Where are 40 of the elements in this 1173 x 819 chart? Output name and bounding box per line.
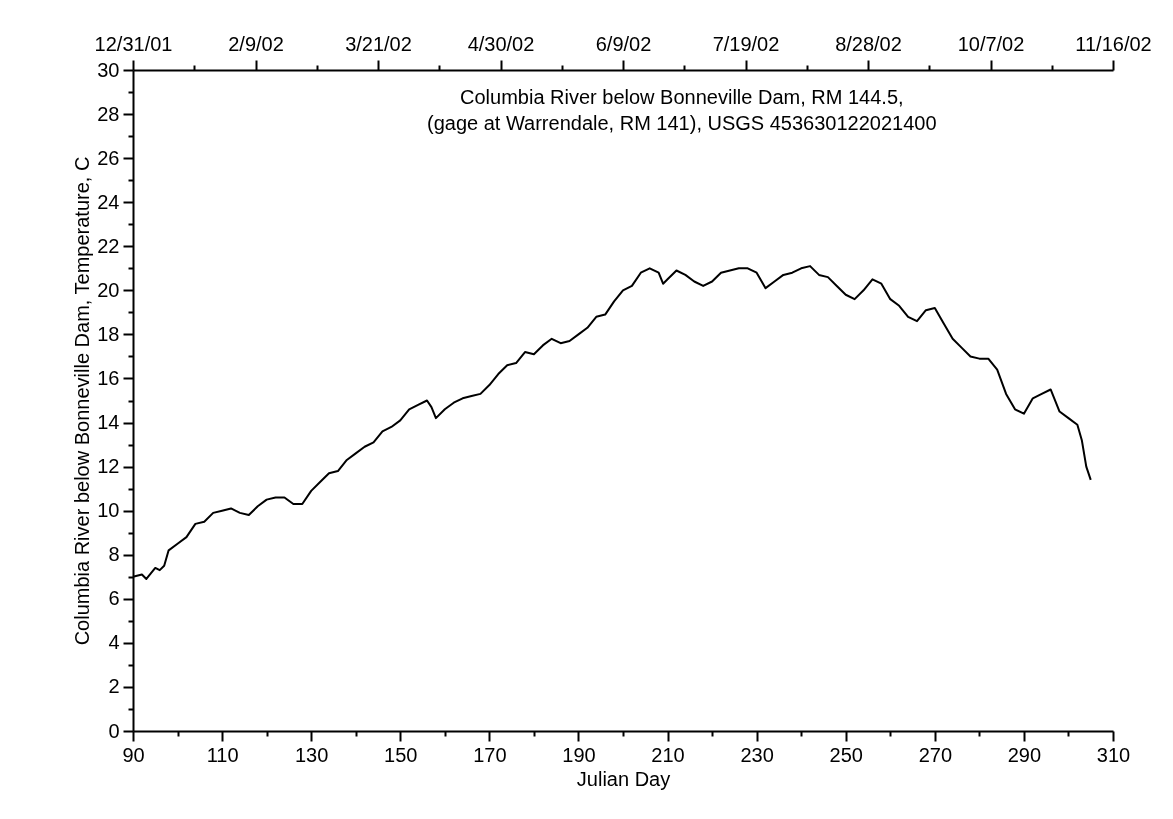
x2-tick-label: 10/7/02: [957, 32, 1025, 55]
x-tick-label: 310: [1096, 743, 1131, 766]
y-tick-label: 0: [108, 719, 120, 742]
y-tick-label: 18: [97, 322, 120, 345]
x-tick-label: 110: [206, 743, 239, 766]
y-axis-title: Columbia River below Bonneville Dam, Temperature, C: [71, 156, 94, 646]
y-tick-label: 16: [97, 366, 120, 389]
x2-tick-label: 3/21/02: [345, 32, 412, 55]
x-tick-label: 230: [740, 743, 774, 766]
y-tick-label: 4: [108, 631, 120, 654]
y-tick-label: 2: [108, 675, 120, 698]
x-tick-label: 130: [294, 743, 329, 766]
x-tick-label: 190: [562, 743, 596, 766]
y-tick-label: 24: [97, 190, 120, 213]
x-tick-label: 90: [122, 743, 145, 766]
y-tick-label: 28: [97, 102, 120, 125]
annotation: Columbia River below Bonneville Dam, RM 144.5, (gage at Warrendale, RM 141), USGS 453630122021400: [427, 86, 937, 134]
x-tick-label: 270: [918, 743, 953, 766]
y-tick-label: 22: [97, 234, 120, 257]
x2-tick-label: 12/31/01: [94, 32, 173, 55]
y-tick-label: 10: [97, 499, 120, 522]
x-tick-label: 170: [473, 743, 507, 766]
y-tick-label: 30: [97, 58, 120, 81]
x-tick-label: 290: [1007, 743, 1042, 766]
y-tick-label: 14: [97, 411, 120, 434]
x2-tick-label: 4/30/02: [467, 32, 535, 55]
y-tick-label: 12: [97, 455, 120, 478]
x2-tick-label: 11/16/02: [1075, 32, 1152, 55]
x2-tick-label: 2/9/02: [228, 32, 284, 55]
x2-tick-label: 8/28/02: [835, 32, 902, 55]
y-tick-label: 6: [108, 587, 120, 610]
x-tick-label: 150: [384, 743, 418, 766]
x-tick-label: 250: [829, 743, 863, 766]
y-tick-label: 20: [97, 278, 120, 301]
x2-tick-label: 7/19/02: [712, 32, 780, 55]
x-axis-title: Julian Day: [576, 767, 671, 790]
y-tick-label: 26: [97, 146, 120, 169]
x-tick-label: 210: [651, 743, 685, 766]
x2-tick-label: 6/9/02: [595, 32, 652, 55]
y-tick-label: 8: [108, 543, 120, 566]
